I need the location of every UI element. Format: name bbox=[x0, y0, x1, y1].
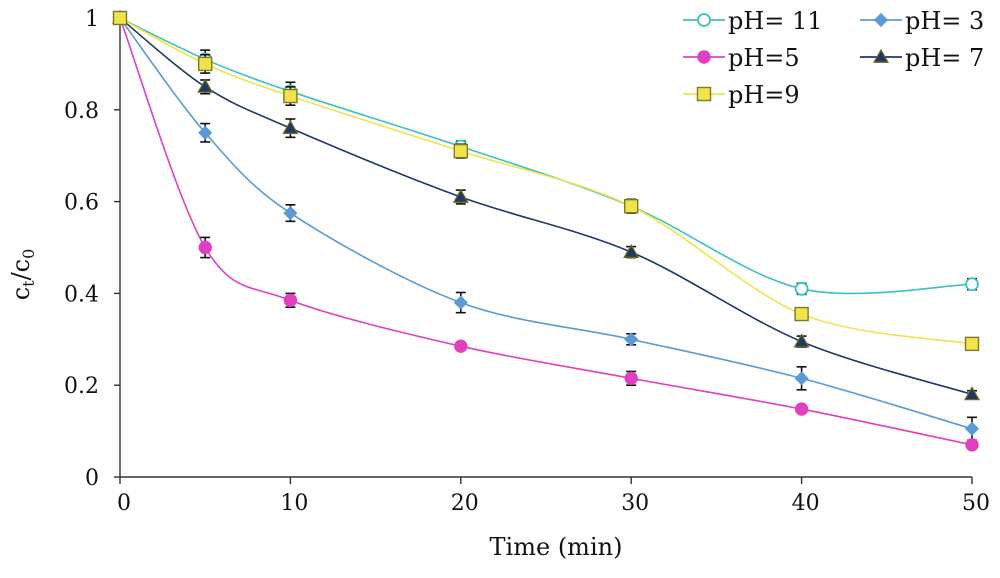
y-axis-title: ct/c0 bbox=[7, 249, 38, 301]
x-tick-label: 30 bbox=[621, 491, 649, 516]
data-point bbox=[964, 421, 980, 436]
y-tick-label: 1 bbox=[85, 7, 99, 32]
legend-swatch-marker bbox=[697, 13, 711, 27]
data-point bbox=[453, 143, 468, 159]
x-axis-ticks: 0 10 20 30 40 50 bbox=[117, 477, 990, 516]
y-tick-label: 0.8 bbox=[64, 99, 99, 124]
plot-area: 0 10 20 30 40 50 0 0.2 0.4 0.6 0.8 1 bbox=[64, 7, 990, 516]
series-3 bbox=[113, 11, 979, 452]
legend-label: pH=9 bbox=[728, 81, 800, 109]
x-tick-label: 40 bbox=[792, 491, 820, 516]
series-layer bbox=[111, 9, 981, 452]
legend-label: pH= 7 bbox=[905, 44, 984, 72]
data-point bbox=[794, 281, 809, 296]
legend-item: pH= 11 bbox=[683, 7, 823, 35]
data-point bbox=[198, 125, 213, 140]
data-point bbox=[623, 243, 640, 258]
y-axis-title-slash: /c bbox=[7, 259, 35, 281]
data-point bbox=[624, 332, 639, 347]
series-line bbox=[119, 17, 973, 396]
legend-item: pH=5 bbox=[683, 44, 800, 72]
data-point bbox=[282, 119, 299, 135]
data-point bbox=[197, 78, 214, 93]
legend-label: pH=5 bbox=[728, 44, 800, 72]
x-tick-label: 20 bbox=[451, 491, 479, 516]
data-point bbox=[453, 295, 468, 310]
y-tick-label: 0 bbox=[85, 466, 99, 491]
series-1 bbox=[113, 11, 979, 296]
data-point bbox=[283, 206, 298, 221]
legend-swatch-marker bbox=[872, 48, 890, 63]
y-axis-title-sub-t: t bbox=[19, 280, 38, 287]
data-point bbox=[963, 386, 981, 401]
series-line bbox=[119, 17, 973, 295]
x-tick-label: 0 bbox=[117, 491, 131, 516]
data-point bbox=[197, 56, 213, 72]
x-tick-label: 50 bbox=[962, 491, 990, 516]
data-point bbox=[965, 438, 979, 452]
data-point bbox=[283, 88, 298, 104]
y-tick-label: 0.6 bbox=[64, 191, 99, 216]
series-4 bbox=[111, 9, 981, 401]
legend-label: pH= 11 bbox=[728, 7, 823, 35]
data-point bbox=[965, 277, 979, 292]
data-point bbox=[793, 333, 810, 348]
data-point bbox=[794, 306, 809, 322]
data-point bbox=[794, 371, 809, 386]
legend: pH= 11 pH= 3 pH=5 pH= 7 pH=9 bbox=[683, 7, 984, 109]
y-tick-label: 0.4 bbox=[64, 282, 99, 307]
legend-item: pH= 3 bbox=[860, 7, 984, 35]
data-point bbox=[198, 240, 212, 255]
data-point bbox=[624, 371, 638, 386]
x-tick-label: 10 bbox=[280, 491, 308, 516]
y-tick-label: 0.2 bbox=[64, 374, 99, 399]
legend-item: pH= 7 bbox=[860, 44, 984, 72]
data-point bbox=[452, 188, 469, 203]
data-point bbox=[283, 293, 298, 307]
legend-label: pH= 3 bbox=[905, 7, 984, 35]
series-line bbox=[119, 17, 973, 345]
y-axis-ticks: 0 0.2 0.4 0.6 0.8 1 bbox=[64, 7, 120, 491]
y-axis-title-main: c bbox=[7, 287, 35, 300]
data-point bbox=[112, 10, 128, 26]
legend-swatch-marker bbox=[697, 50, 711, 64]
x-axis-title: Time (min) bbox=[490, 533, 623, 561]
series-5 bbox=[112, 10, 980, 352]
data-point bbox=[454, 339, 468, 353]
data-point bbox=[624, 198, 639, 214]
legend-swatch-marker bbox=[696, 86, 712, 102]
data-point bbox=[964, 336, 980, 352]
data-point bbox=[794, 402, 809, 416]
y-axis-title-sub-0: 0 bbox=[19, 249, 38, 259]
legend-swatch-marker bbox=[873, 12, 889, 28]
legend-item: pH=9 bbox=[683, 81, 800, 109]
series-2 bbox=[112, 10, 980, 442]
